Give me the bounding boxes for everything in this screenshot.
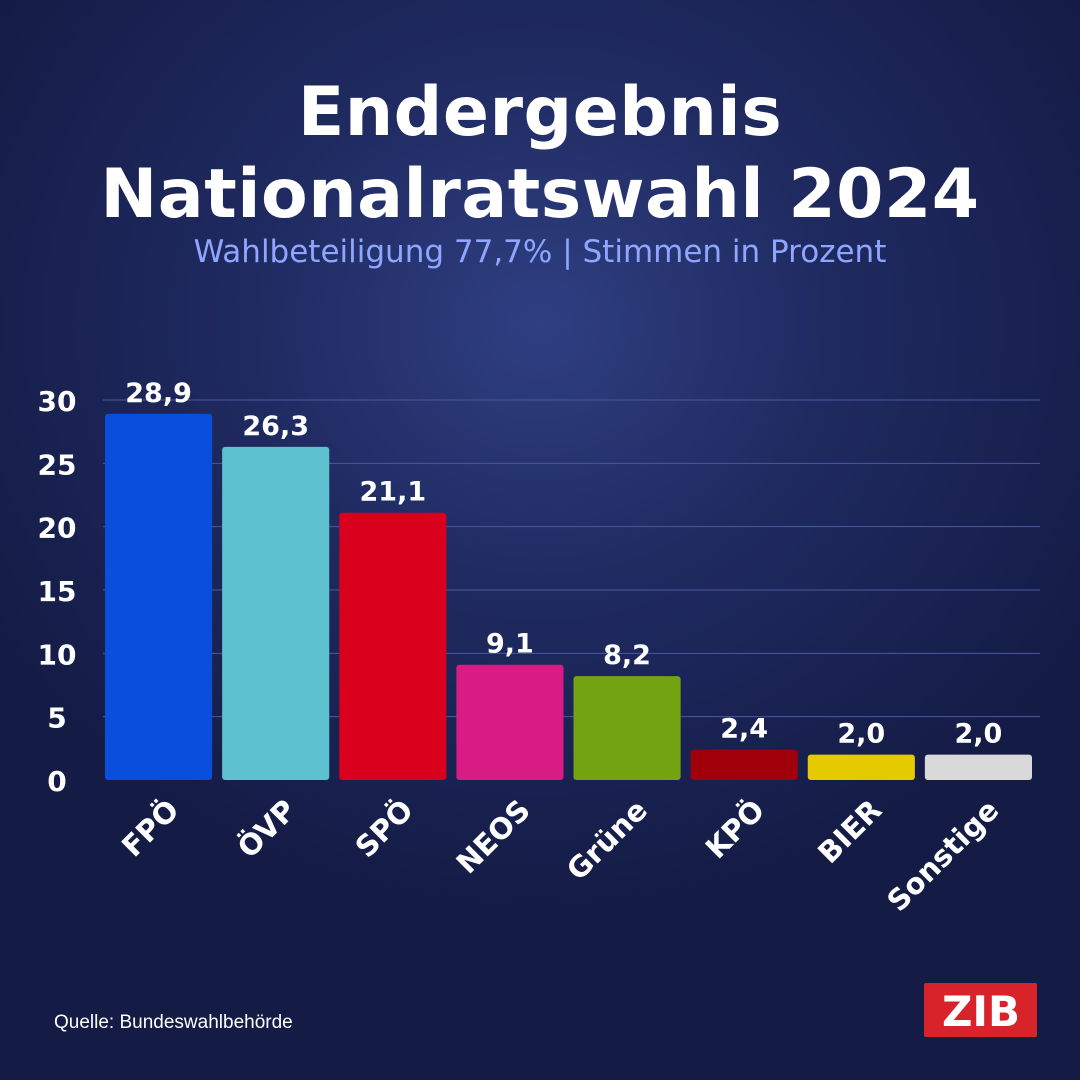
x-tick-label: Grüne — [560, 793, 654, 887]
chart-title-line-2: Nationalratswahl 2024 — [100, 155, 980, 234]
x-tick-label: SPÖ — [348, 793, 419, 864]
data-label: 2,0 — [837, 719, 885, 750]
value-labels: 28,9 26,3 21,1 9,1 8,2 2,4 2,0 2,0 — [125, 378, 1002, 750]
data-label: 9,1 — [486, 629, 534, 660]
bar — [690, 749, 798, 780]
data-label: 28,9 — [125, 378, 192, 409]
chart-title-line-1: Endergebnis — [297, 73, 783, 152]
y-axis-ticks: 0 5 10 15 20 25 30 — [38, 385, 77, 798]
x-tick-label: BIER — [811, 793, 888, 870]
data-label: 8,2 — [603, 640, 651, 671]
chart-title: Endergebnis Nationalratswahl 2024 — [0, 72, 1080, 236]
zib-logo-mark: ZIB — [941, 988, 1019, 1032]
data-label: 21,1 — [360, 477, 427, 508]
y-tick-label: 30 — [38, 385, 77, 418]
data-label: 2,0 — [955, 719, 1003, 750]
zib-logo-text: ZIB — [941, 988, 1019, 1032]
y-tick-label: 10 — [38, 638, 77, 671]
data-label: 2,4 — [720, 714, 768, 745]
y-tick-label: 15 — [38, 575, 77, 608]
x-tick-label: KPÖ — [699, 793, 771, 865]
x-tick-label: Sonstige — [880, 793, 1005, 918]
source-note: Quelle: Bundeswahlbehörde — [54, 1012, 293, 1033]
x-tick-label: ÖVP — [231, 793, 303, 865]
bar — [339, 512, 447, 780]
bar — [573, 676, 681, 780]
chart-subtitle: Wahlbeteiligung 77,7% | Stimmen in Proze… — [193, 234, 887, 270]
x-tick-label: FPÖ — [115, 793, 186, 864]
data-label: 26,3 — [242, 411, 309, 442]
bar — [222, 446, 330, 780]
zib-logo: ZIB — [924, 983, 1037, 1037]
bar — [105, 413, 213, 780]
y-tick-label: 20 — [38, 512, 77, 545]
y-tick-label: 25 — [38, 448, 77, 481]
x-tick-label: NEOS — [449, 793, 536, 880]
bar — [807, 754, 915, 780]
bar-chart: 0 5 10 15 20 25 30 28,9 26,3 21,1 9,1 8,2 2,4 2,0 2,0… — [38, 378, 1040, 918]
bar — [924, 754, 1032, 780]
bar — [456, 664, 564, 780]
y-tick-label: 5 — [47, 702, 66, 735]
y-tick-label: 0 — [47, 765, 66, 798]
bars — [105, 413, 1032, 780]
